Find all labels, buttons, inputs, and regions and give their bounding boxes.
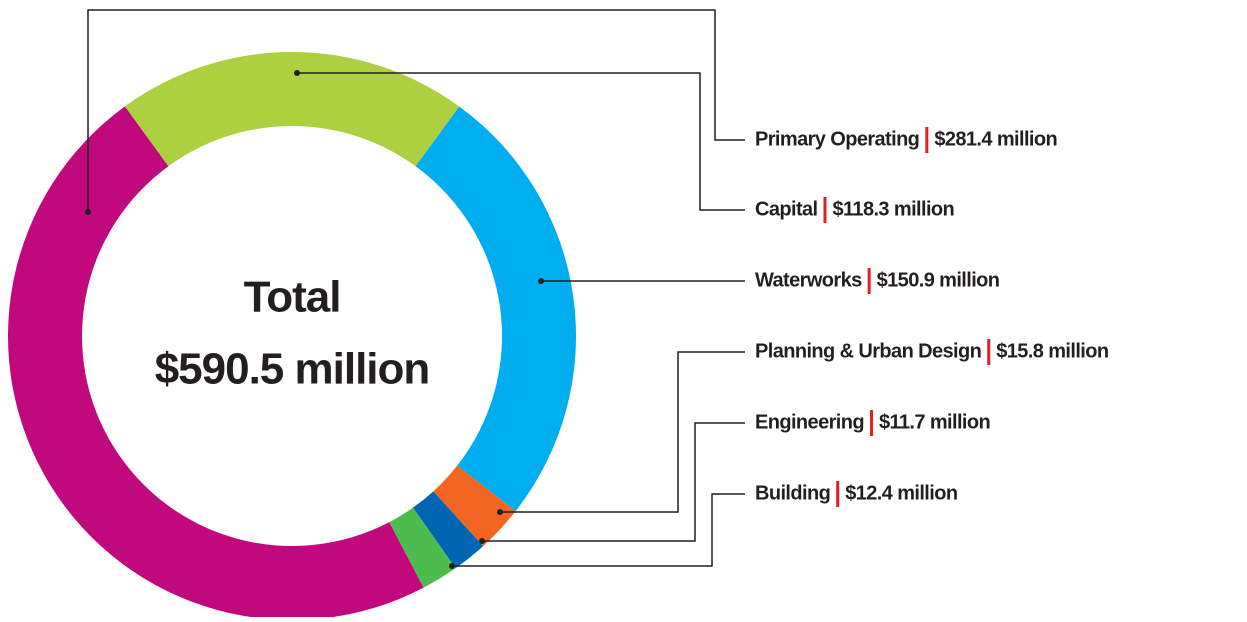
separator — [869, 410, 873, 436]
leader-dot — [497, 509, 503, 515]
leader-dot — [538, 278, 544, 284]
leader-lines — [85, 9, 745, 569]
legend-label: Waterworks — [755, 269, 862, 291]
legend-value: $281.4 million — [934, 128, 1057, 150]
legend-value: $11.7 million — [879, 411, 990, 433]
leader-dot — [294, 70, 300, 76]
leader-line — [482, 422, 745, 542]
legend-label: Building — [755, 482, 830, 504]
legend-label: Engineering — [755, 411, 864, 433]
donut-segment — [124, 52, 460, 167]
leader-dot — [85, 209, 91, 215]
donut-segment — [415, 106, 576, 512]
leader-line — [452, 493, 745, 567]
legend-value: $118.3 million — [832, 198, 954, 220]
leader-line — [297, 72, 745, 211]
donut-segment — [412, 491, 484, 569]
separator — [823, 197, 827, 223]
donut-segment — [433, 465, 516, 547]
legend-label: Capital — [755, 198, 818, 220]
donut — [8, 52, 576, 620]
legend-value: $12.4 million — [845, 482, 957, 504]
leader-line — [500, 351, 745, 513]
leader-dot — [449, 563, 455, 569]
donut-segment — [8, 106, 424, 620]
legend-label: Planning & Urban Design — [755, 340, 981, 362]
leader-line — [87, 9, 745, 212]
separator — [987, 339, 991, 365]
separator — [836, 481, 840, 507]
separator — [925, 127, 929, 153]
legend-value: $15.8 million — [996, 340, 1108, 362]
separator — [867, 268, 871, 294]
donut-segment — [389, 507, 456, 588]
center-total: $590.5 million — [155, 345, 430, 394]
center-title: Total — [244, 273, 341, 322]
leader-dot — [479, 538, 485, 544]
legend-label: Primary Operating — [755, 128, 919, 150]
legend: Primary Operating $281.4 million Capital $1… — [755, 127, 1109, 507]
legend-value: $150.9 million — [877, 269, 1000, 291]
